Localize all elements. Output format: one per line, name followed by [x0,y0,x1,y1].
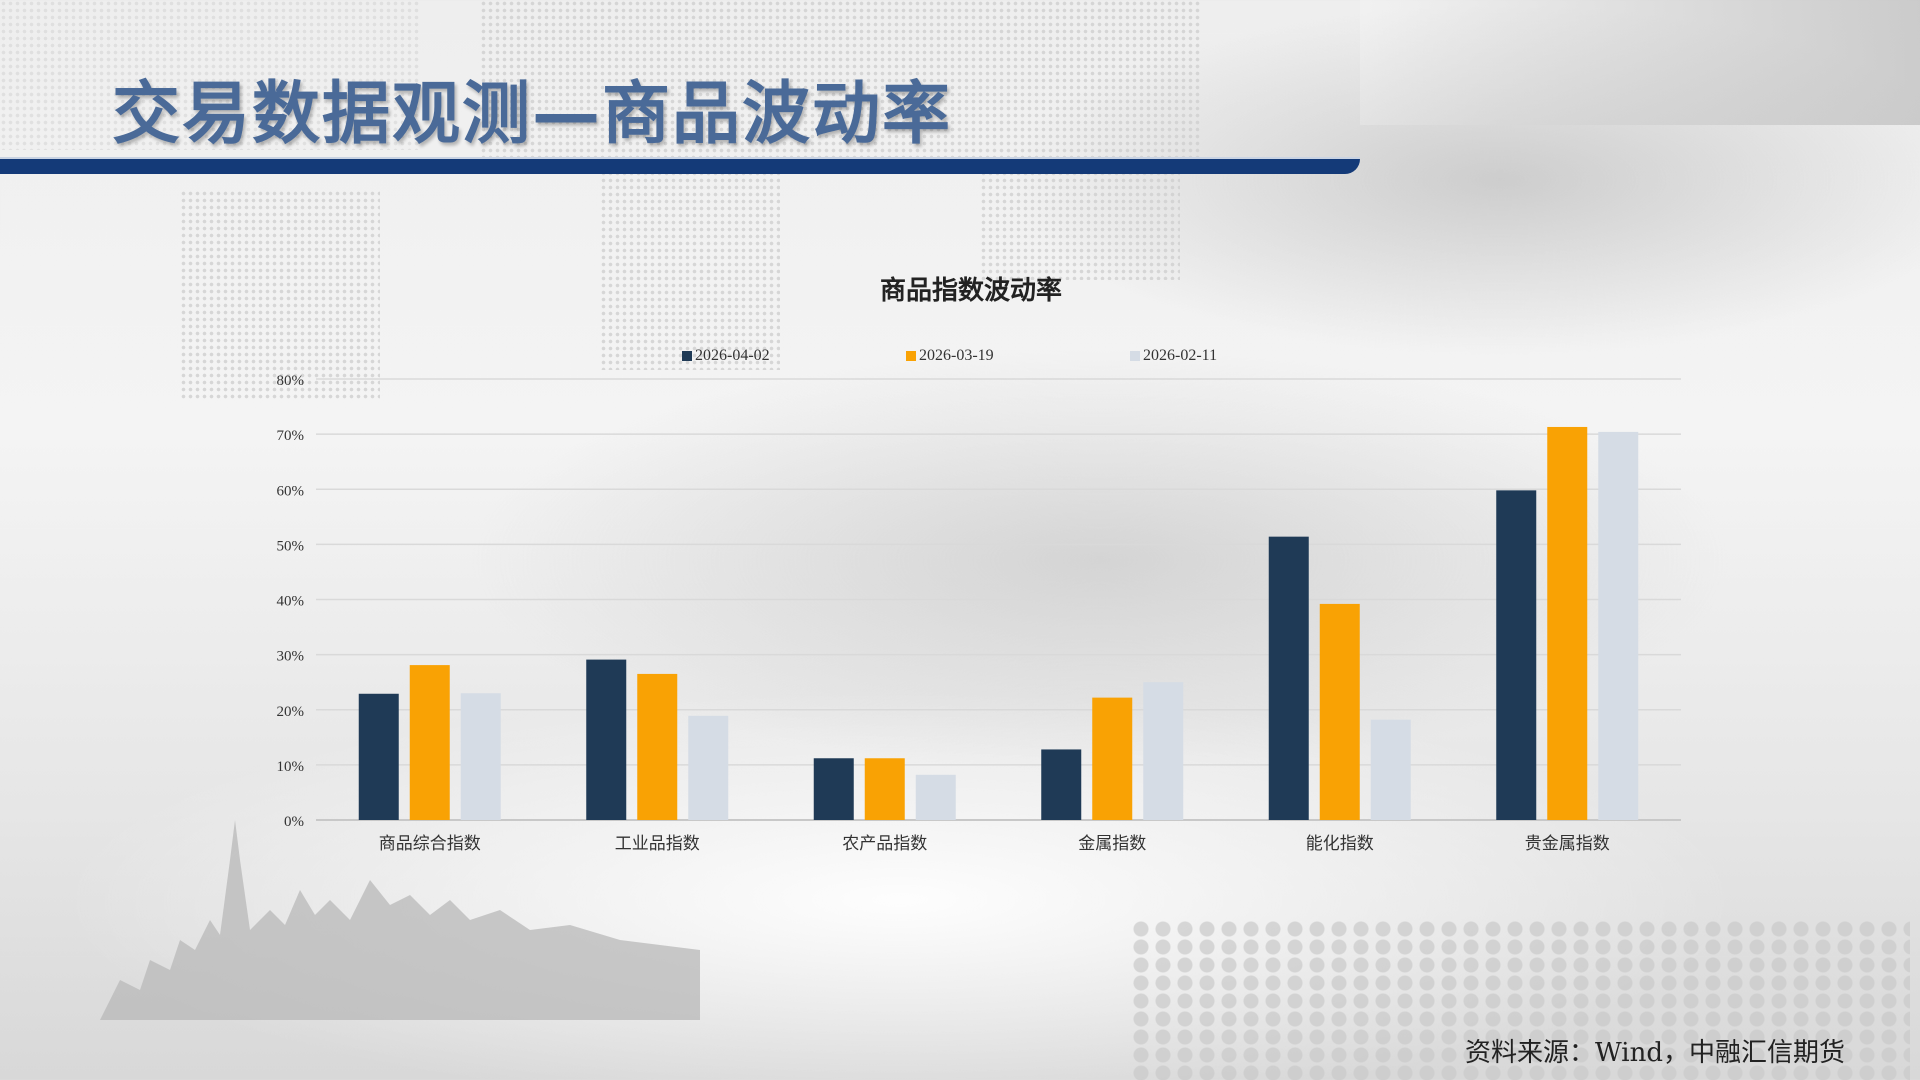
bar-0-4 [1268,536,1309,820]
bar-2-0 [460,693,501,820]
y-tick-label: 10% [277,759,305,775]
bar-1-5 [1547,426,1588,820]
world-map-dots [0,0,420,150]
y-tick-label: 70% [277,428,305,444]
bar-2-3 [1143,682,1184,820]
source-note: 资料来源：Wind，中融汇信期货 [1465,1038,1845,1068]
y-tick-label: 60% [277,483,305,499]
world-map-dots [480,0,1200,160]
legend-label: 2026-02-11 [1143,347,1218,364]
header-side-panel [1360,0,1920,125]
bar-1-0 [409,665,450,820]
x-tick-label: 能化指数 [1306,834,1374,854]
world-map-dots [180,190,380,400]
legend-label: 2026-03-19 [919,347,994,364]
legend-swatch [682,351,692,361]
y-tick-label: 50% [277,538,305,554]
y-tick-label: 20% [277,704,305,720]
bar-0-0 [358,693,399,820]
bar-2-1 [688,715,729,820]
x-tick-label: 贵金属指数 [1525,834,1610,854]
y-tick-label: 80% [277,373,305,389]
x-tick-label: 金属指数 [1078,834,1146,854]
bar-1-4 [1319,603,1360,820]
legend-item-series-0: 2026-04-02 [682,347,770,365]
legend-item-series-2: 2026-02-11 [1130,347,1217,365]
legend-item-series-1: 2026-03-19 [906,347,994,365]
legend-label: 2026-04-02 [695,347,770,364]
chart-title: 商品指数波动率 [879,276,1062,306]
legend-swatch [1130,351,1140,361]
bar-2-2 [915,774,956,820]
y-tick-label: 0% [284,814,304,830]
bar-2-4 [1370,719,1411,820]
legend-swatch [906,351,916,361]
x-tick-label: 农产品指数 [842,834,927,854]
bar-1-3 [1092,697,1133,820]
x-tick-label: 工业品指数 [615,834,700,854]
world-map-dots [980,170,1180,280]
y-tick-label: 30% [277,649,305,665]
y-tick-label: 40% [277,594,305,610]
hex-pattern [1130,920,1910,1080]
bar-0-1 [586,659,627,820]
bar-0-5 [1496,490,1537,820]
bar-1-2 [864,758,905,820]
city-skyline [100,820,700,1020]
bar-2-5 [1598,431,1639,820]
bar-0-3 [1041,749,1082,820]
world-map-dots [600,170,780,370]
x-tick-label: 商品综合指数 [379,834,481,854]
bar-1-1 [637,673,678,820]
page-title: 交易数据观测—商品波动率 [112,75,953,154]
bar-0-2 [813,758,854,820]
title-underline-bar [0,159,1360,174]
